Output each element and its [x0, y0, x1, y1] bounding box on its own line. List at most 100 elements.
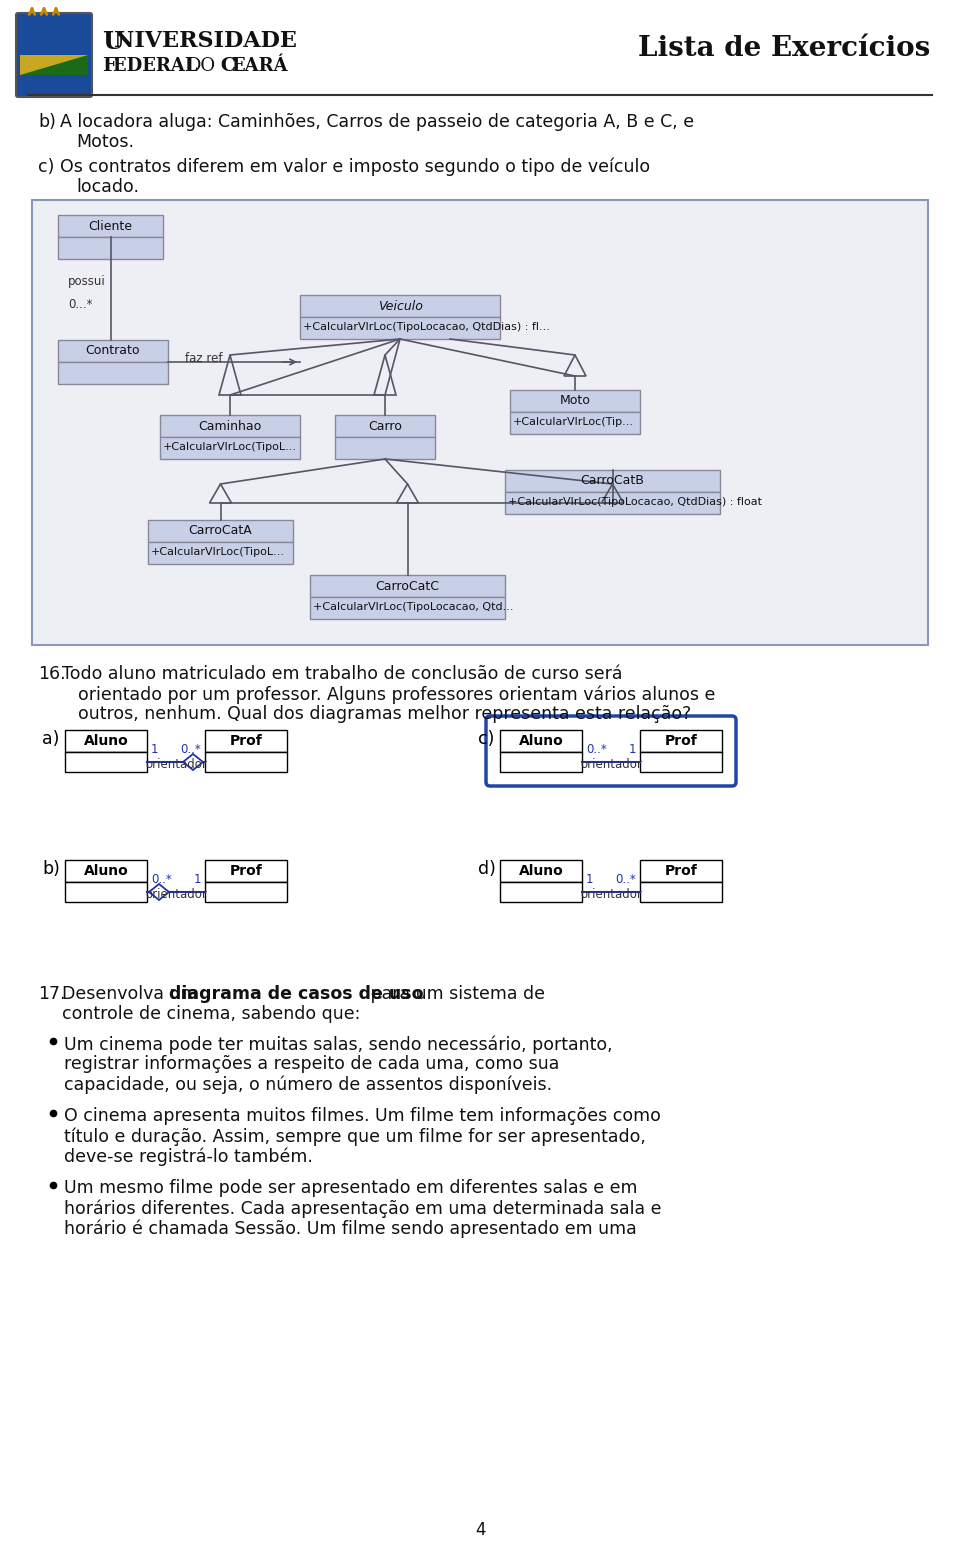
FancyBboxPatch shape	[148, 543, 293, 564]
FancyBboxPatch shape	[205, 860, 287, 882]
FancyBboxPatch shape	[505, 470, 720, 491]
Text: diagrama de casos de uso: diagrama de casos de uso	[169, 984, 423, 1003]
Text: Motos.: Motos.	[76, 134, 134, 151]
Text: horários diferentes. Cada apresentação em uma determinada sala e: horários diferentes. Cada apresentação e…	[64, 1199, 661, 1218]
Text: +CalcularVlrLoc(TipoL...: +CalcularVlrLoc(TipoL...	[163, 442, 297, 453]
FancyBboxPatch shape	[65, 860, 147, 882]
Text: CarroCatC: CarroCatC	[375, 580, 440, 592]
FancyBboxPatch shape	[58, 341, 168, 362]
Text: DO: DO	[186, 58, 215, 75]
FancyBboxPatch shape	[505, 491, 720, 515]
Text: controle de cinema, sabendo que:: controle de cinema, sabendo que:	[62, 1005, 360, 1023]
Text: EDERAL: EDERAL	[113, 58, 204, 75]
Text: +CalcularVlrLoc(TipoLocacao, Qtd...: +CalcularVlrLoc(TipoLocacao, Qtd...	[313, 602, 514, 613]
Text: horário é chamada Sessão. Um filme sendo apresentado em uma: horário é chamada Sessão. Um filme sendo…	[64, 1219, 636, 1238]
FancyBboxPatch shape	[58, 362, 168, 384]
Text: 0..*: 0..*	[151, 872, 172, 886]
Text: 4: 4	[475, 1521, 485, 1539]
Text: b): b)	[42, 860, 60, 879]
Text: orientador: orientador	[580, 888, 642, 900]
Text: Contrato: Contrato	[85, 345, 140, 358]
Text: faz ref: faz ref	[185, 351, 223, 364]
Text: Carro: Carro	[368, 420, 402, 432]
Text: outros, nenhum. Qual dos diagramas melhor representa esta relação?: outros, nenhum. Qual dos diagramas melho…	[78, 704, 691, 723]
Text: CarroCatA: CarroCatA	[188, 524, 252, 538]
Text: Prof: Prof	[229, 734, 262, 748]
Text: Caminhao: Caminhao	[199, 420, 262, 432]
Text: registrar informações a respeito de cada uma, como sua: registrar informações a respeito de cada…	[64, 1054, 560, 1073]
Text: Prof: Prof	[664, 734, 697, 748]
FancyBboxPatch shape	[300, 317, 500, 339]
FancyBboxPatch shape	[640, 882, 722, 902]
FancyBboxPatch shape	[310, 597, 505, 619]
Text: Aluno: Aluno	[518, 865, 564, 879]
FancyBboxPatch shape	[148, 519, 293, 543]
Text: NIVERSIDADE: NIVERSIDADE	[114, 30, 297, 51]
FancyBboxPatch shape	[500, 729, 582, 753]
Text: d): d)	[478, 860, 496, 879]
Text: Um mesmo filme pode ser apresentado em diferentes salas e em: Um mesmo filme pode ser apresentado em d…	[64, 1179, 637, 1197]
Text: F: F	[102, 58, 116, 75]
Text: +CalcularVlrLoc(TipoLocacao, QtdDias) : fl...: +CalcularVlrLoc(TipoLocacao, QtdDias) : …	[303, 322, 550, 333]
FancyBboxPatch shape	[310, 575, 505, 597]
FancyBboxPatch shape	[300, 295, 500, 317]
FancyBboxPatch shape	[205, 882, 287, 902]
Text: C: C	[214, 58, 236, 75]
FancyBboxPatch shape	[20, 54, 88, 75]
FancyBboxPatch shape	[58, 236, 163, 260]
Text: Cliente: Cliente	[88, 219, 132, 233]
Polygon shape	[20, 54, 88, 75]
FancyBboxPatch shape	[58, 215, 163, 236]
Text: O cinema apresenta muitos filmes. Um filme tem informações como: O cinema apresenta muitos filmes. Um fil…	[64, 1107, 660, 1124]
FancyBboxPatch shape	[500, 882, 582, 902]
Text: 0..*: 0..*	[615, 872, 636, 886]
Text: Aluno: Aluno	[518, 734, 564, 748]
FancyBboxPatch shape	[205, 753, 287, 771]
Text: 0..*: 0..*	[586, 743, 607, 756]
Text: CarroCatB: CarroCatB	[581, 474, 644, 488]
Text: Aluno: Aluno	[84, 734, 129, 748]
Text: +CalcularVlrLoc(TipoLocacao, QtdDias) : float: +CalcularVlrLoc(TipoLocacao, QtdDias) : …	[508, 498, 762, 507]
Text: b): b)	[38, 114, 56, 131]
FancyBboxPatch shape	[160, 437, 300, 459]
Text: Desenvolva um: Desenvolva um	[62, 984, 203, 1003]
Text: +CalcularVlrLoc(TipoL...: +CalcularVlrLoc(TipoL...	[151, 547, 285, 557]
Text: Prof: Prof	[229, 865, 262, 879]
FancyBboxPatch shape	[335, 415, 435, 437]
Text: 0...*: 0...*	[68, 299, 92, 311]
Text: 1: 1	[151, 743, 158, 756]
Text: Lista de Exercícios: Lista de Exercícios	[637, 34, 930, 62]
Text: EARÁ: EARÁ	[231, 58, 288, 75]
FancyBboxPatch shape	[65, 753, 147, 771]
FancyBboxPatch shape	[335, 437, 435, 459]
Text: Moto: Moto	[560, 395, 590, 407]
Text: locado.: locado.	[76, 177, 139, 196]
FancyBboxPatch shape	[510, 412, 640, 434]
Text: orientador: orientador	[580, 757, 642, 770]
Text: possui: possui	[68, 275, 106, 289]
Text: +CalcularVlrLoc(Tip...: +CalcularVlrLoc(Tip...	[513, 417, 634, 428]
FancyBboxPatch shape	[640, 860, 722, 882]
Text: Prof: Prof	[664, 865, 697, 879]
Text: orientador: orientador	[145, 757, 207, 770]
Text: c): c)	[38, 159, 55, 176]
FancyBboxPatch shape	[65, 729, 147, 753]
Text: Os contratos diferem em valor e imposto segundo o tipo de veículo: Os contratos diferem em valor e imposto …	[60, 159, 650, 177]
FancyBboxPatch shape	[205, 729, 287, 753]
Text: U: U	[102, 30, 124, 54]
FancyBboxPatch shape	[500, 860, 582, 882]
Text: título e duração. Assim, sempre que um filme for ser apresentado,: título e duração. Assim, sempre que um f…	[64, 1127, 646, 1146]
FancyBboxPatch shape	[160, 415, 300, 437]
Text: deve-se registrá-lo também.: deve-se registrá-lo também.	[64, 1148, 313, 1166]
Text: Um cinema pode ter muitas salas, sendo necessário, portanto,: Um cinema pode ter muitas salas, sendo n…	[64, 1036, 612, 1053]
Text: 0..*: 0..*	[180, 743, 201, 756]
FancyBboxPatch shape	[510, 390, 640, 412]
Text: Todo aluno matriculado em trabalho de conclusão de curso será: Todo aluno matriculado em trabalho de co…	[62, 666, 622, 683]
Text: para um sistema de: para um sistema de	[365, 984, 545, 1003]
Text: capacidade, ou seja, o número de assentos disponíveis.: capacidade, ou seja, o número de assento…	[64, 1075, 552, 1093]
FancyBboxPatch shape	[640, 753, 722, 771]
Text: 16.: 16.	[38, 666, 65, 683]
FancyBboxPatch shape	[640, 729, 722, 753]
Text: 1: 1	[194, 872, 201, 886]
Text: a): a)	[42, 729, 60, 748]
